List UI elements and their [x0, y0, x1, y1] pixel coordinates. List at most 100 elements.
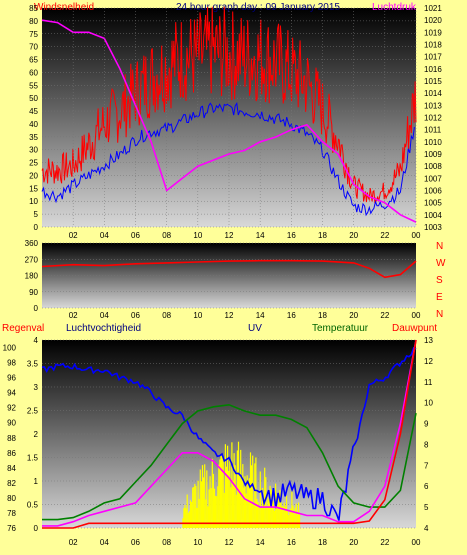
uv-bar [240, 449, 242, 528]
dew-title: Dauwpunt [392, 323, 437, 334]
uv-bar [235, 494, 237, 528]
wind-y-tick: 10 [29, 197, 38, 206]
wind-y-tick: 75 [29, 30, 38, 39]
uv-bar [273, 510, 276, 528]
baro-y-tick: 1010 [424, 138, 442, 147]
uv-bar [203, 477, 205, 528]
uv-bar [211, 458, 213, 528]
uv-bar [284, 506, 286, 528]
baro-y-tick: 1016 [424, 65, 442, 74]
x-tick: 22 [380, 538, 389, 547]
baro-y-tick: 1018 [424, 41, 442, 50]
uv-bar [231, 442, 233, 528]
hum-y-tick: 100 [3, 344, 17, 353]
uv-bar [299, 513, 301, 528]
x-tick: 22 [380, 311, 389, 320]
uv-bar [265, 477, 267, 528]
baro-y-tick: 1020 [424, 16, 442, 25]
x-tick: 16 [287, 538, 296, 547]
dir-y-tick: 360 [25, 239, 39, 248]
x-tick: 06 [131, 231, 140, 240]
baro-y-tick: 1005 [424, 199, 442, 208]
hum-y-tick: 82 [7, 479, 16, 488]
uv-bar [259, 471, 261, 528]
x-tick: 20 [349, 231, 358, 240]
uv-bar [225, 466, 228, 528]
uv-bar [193, 487, 195, 528]
uv-bar [189, 500, 192, 528]
x-tick: 08 [162, 231, 171, 240]
uv-bar [257, 502, 259, 528]
uv-bar [296, 514, 298, 528]
uv-bar [247, 480, 249, 528]
x-tick: 02 [69, 231, 78, 240]
x-tick: 04 [100, 231, 109, 240]
uv-bar [281, 506, 283, 528]
compass-letter: E [436, 292, 443, 303]
baro-y-tick: 1011 [424, 126, 442, 135]
dir-y-tick: 90 [29, 288, 38, 297]
temp-y-tick: 5 [424, 503, 429, 512]
rain-y-tick: 2.5 [27, 407, 39, 416]
wind-y-tick: 5 [34, 210, 39, 219]
x-tick: 02 [69, 538, 78, 547]
wind-y-tick: 65 [29, 56, 38, 65]
rain-y-tick: 1 [34, 477, 39, 486]
uv-bar [197, 480, 199, 528]
uv-bar [187, 512, 189, 528]
x-tick: 20 [349, 311, 358, 320]
uv-bar [222, 457, 224, 528]
uv-bar [198, 498, 200, 528]
uv-bar [245, 493, 247, 528]
uv-bar [228, 471, 230, 528]
x-tick: 04 [100, 311, 109, 320]
temp-y-tick: 11 [424, 378, 433, 387]
uv-bar [252, 455, 254, 528]
uv-bar [264, 467, 266, 528]
uv-bar [249, 452, 252, 528]
uv-bar [246, 475, 248, 528]
uv-bar [207, 506, 209, 528]
x-tick: 00 [412, 231, 421, 240]
uv-bar [292, 505, 294, 528]
rain-y-tick: 3 [34, 383, 39, 392]
x-tick: 00 [412, 538, 421, 547]
uv-bar [282, 506, 284, 528]
baro-y-tick: 1013 [424, 101, 442, 110]
uv-bar [260, 508, 262, 528]
x-tick: 08 [162, 311, 171, 320]
uv-bar [219, 459, 221, 528]
uv-bar [206, 470, 208, 528]
uv-bar [293, 513, 295, 528]
uv-title: UV [248, 323, 262, 334]
temp-title: Temperatuur [312, 323, 369, 334]
hum-y-tick: 76 [7, 524, 16, 533]
dir-y-tick: 0 [34, 304, 39, 313]
wind-y-tick: 15 [29, 184, 38, 193]
uv-bar [220, 454, 222, 528]
wind-avg-line [41, 102, 415, 217]
temp-y-tick: 10 [424, 399, 433, 408]
x-tick: 08 [162, 538, 171, 547]
graph-title: 24 hour graph day : 09 January 2015 [176, 2, 340, 13]
baro-y-tick: 1021 [424, 4, 442, 13]
uv-bar [192, 487, 194, 528]
uv-bar [285, 495, 288, 528]
rain-y-tick: 0 [34, 524, 39, 533]
compass-letter: N [436, 241, 443, 252]
x-tick: 12 [225, 538, 234, 547]
dir-y-tick: 180 [25, 272, 39, 281]
x-tick: 06 [131, 311, 140, 320]
dewpoint-line [42, 339, 417, 527]
baro-y-tick: 1004 [424, 211, 442, 220]
x-tick: 16 [287, 311, 296, 320]
uv-bar [205, 499, 207, 528]
uv-bar [200, 481, 202, 528]
wind-y-tick: 20 [29, 171, 38, 180]
uv-bar [253, 504, 255, 528]
hum-y-tick: 98 [7, 359, 16, 368]
uv-bar [297, 502, 300, 528]
x-tick: 22 [380, 231, 389, 240]
uv-bar [218, 464, 220, 528]
